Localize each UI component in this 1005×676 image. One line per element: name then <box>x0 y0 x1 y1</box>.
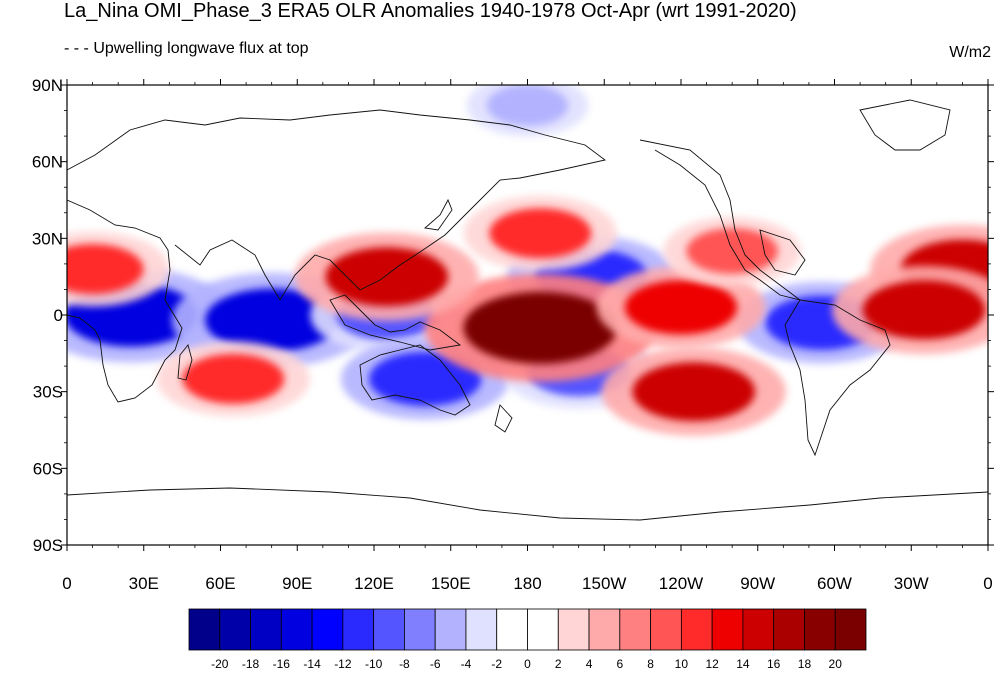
south-america-coast <box>784 299 891 457</box>
lon-tick-label: 60E <box>205 574 235 593</box>
antarctica-coast <box>67 487 988 521</box>
lat-tick-label: 0 <box>54 306 63 325</box>
colorbar-swatch <box>311 608 344 651</box>
colorbar-swatch <box>527 608 559 651</box>
colorbar-label: -18 <box>242 657 260 671</box>
colorbar-label: 10 <box>675 657 689 671</box>
colorbar-label: 18 <box>798 657 812 671</box>
colorbar-swatch <box>773 608 805 651</box>
colorbar-swatch <box>711 608 744 651</box>
lon-tick-label: 0 <box>62 574 71 593</box>
colorbar-label: 2 <box>555 657 562 671</box>
colorbar-swatch <box>373 608 405 651</box>
colorbar-swatch <box>250 608 282 651</box>
lon-tick-label: 120E <box>354 574 394 593</box>
colorbar-swatch <box>557 608 590 651</box>
anomaly-core-atlantic-eq-pos <box>862 280 986 340</box>
coastlines <box>67 99 988 521</box>
lon-tick-label: 0 <box>983 574 992 593</box>
africa-coast <box>67 199 183 403</box>
chart-title: La_Nina OMI_Phase_3 ERA5 OLR Anomalies 1… <box>64 0 797 22</box>
colorbar-label: 12 <box>705 657 719 671</box>
colorbar-swatch <box>434 608 467 651</box>
anomaly-core-central-north-pacific-pos <box>489 208 592 259</box>
lon-tick-label: 180 <box>513 574 541 593</box>
colorbar-label: -16 <box>273 657 291 671</box>
units-label: W/m2 <box>949 44 991 61</box>
colorbar-swatch <box>834 608 867 651</box>
lat-tick-label: 30S <box>33 383 63 402</box>
colorbar-label: -10 <box>365 657 383 671</box>
colorbar-swatch <box>588 608 621 651</box>
colorbar-label: -14 <box>303 657 321 671</box>
colorbar-swatch <box>280 608 313 651</box>
colorbar-label: 16 <box>767 657 781 671</box>
newzealand-coast <box>494 404 513 433</box>
anomaly-core-equatorial-pacific-pos <box>463 291 618 364</box>
anomaly-core-australia-neg <box>368 351 482 407</box>
colorbar-swatch <box>188 608 221 651</box>
greenland-coast <box>859 99 951 151</box>
anomaly-core-east-pacific-pos <box>624 280 738 335</box>
colorbar-label: -4 <box>461 657 472 671</box>
australia-coast <box>359 344 471 416</box>
anomaly-core-southeast-pacific-pos <box>632 362 756 422</box>
lat-axis-labels: 90N 60N 30N 0 30S 60S 90S <box>32 76 63 555</box>
colorbar-swatch <box>619 608 651 651</box>
colorbar-label: -8 <box>399 657 410 671</box>
colorbar-label: 8 <box>647 657 654 671</box>
anomaly-core-south-asia-pos <box>325 247 449 307</box>
colorbar-label: 14 <box>736 657 750 671</box>
colorbar-swatch <box>496 608 528 651</box>
colorbar-label: 0 <box>524 657 531 671</box>
lon-tick-label: 60W <box>817 574 852 593</box>
colorbar-swatch <box>404 608 436 651</box>
colorbar-swatch <box>650 608 682 651</box>
lon-axis-labels: 0 30E 60E 90E 120E 150E 180 150W 120W 90W 60W 30W 0 <box>62 574 992 593</box>
colorbar-label: -20 <box>211 657 229 671</box>
colorbar-swatch <box>342 608 375 651</box>
colorbar-label: 20 <box>829 657 843 671</box>
anomaly-core-arabia-north-africa-pos <box>67 244 144 294</box>
colorbar-swatch <box>680 608 713 651</box>
anomaly-field <box>67 85 988 436</box>
colorbar-label: -6 <box>430 657 441 671</box>
madagascar-coast <box>177 344 193 381</box>
axis-ticks <box>61 79 994 551</box>
lon-tick-label: 150E <box>431 574 471 593</box>
lon-tick-label: 30E <box>129 574 159 593</box>
colorbar: -20 -18 -16 -14 -12 -10 -8 -6 -4 -2 0 2 4 6 8 10 12 14 16 1… <box>188 608 867 671</box>
colorbar-label: 6 <box>616 657 623 671</box>
lon-tick-label: 90E <box>282 574 312 593</box>
lat-tick-label: 30N <box>32 229 63 248</box>
colorbar-label: -2 <box>491 657 502 671</box>
lat-tick-label: 60S <box>33 459 63 478</box>
lat-tick-label: 90N <box>32 76 63 95</box>
colorbar-swatch <box>804 608 836 651</box>
lon-tick-label: 150W <box>582 574 626 593</box>
japan-coast <box>423 198 453 231</box>
anomaly-core-south-indian-pos <box>182 353 285 404</box>
indonesia-coast <box>329 294 462 351</box>
lat-tick-label: 60N <box>32 153 63 172</box>
lon-tick-label: 120W <box>659 574 703 593</box>
anomaly-core-gulf-mexico-pos <box>686 228 778 274</box>
lon-tick-label: 30W <box>894 574 929 593</box>
anomaly-core-indian-ocean-neg <box>205 288 339 352</box>
colorbar-swatch <box>219 608 251 651</box>
colorbar-label: -12 <box>334 657 352 671</box>
colorbar-swatch <box>742 608 775 651</box>
lat-tick-label: 90S <box>33 536 63 555</box>
colorbar-label: 4 <box>586 657 593 671</box>
map-panel <box>61 79 994 551</box>
anomaly-core-arctic-neg <box>486 85 569 127</box>
gulf-coast <box>759 229 806 276</box>
eurasia-coast <box>67 109 607 301</box>
colorbar-swatch <box>465 608 498 651</box>
lon-tick-label: 90W <box>740 574 775 593</box>
chart-subtitle: - - - Upwelling longwave flux at top <box>64 40 309 57</box>
